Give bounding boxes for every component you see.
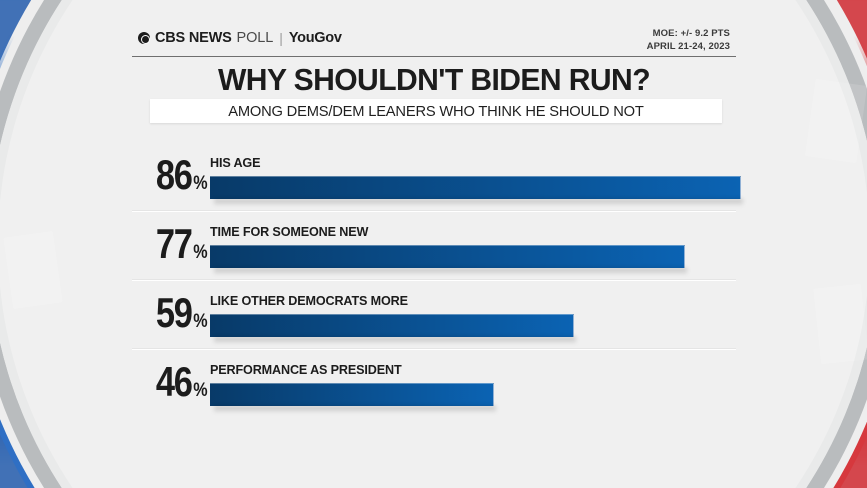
row-label: HIS AGE: [210, 155, 261, 170]
row-percent-symbol: %: [192, 311, 207, 332]
row-label: TIME FOR SOMEONE NEW: [210, 224, 369, 239]
row-percent-symbol: %: [192, 242, 207, 263]
bar-track: [210, 314, 575, 337]
row-percent: 46%: [130, 361, 208, 403]
page-title: WHY SHOULDN'T BIDEN RUN?: [218, 62, 651, 97]
row-label: LIKE OTHER DEMOCRATS MORE: [210, 293, 408, 308]
chart-row: 46% PERFORMANCE AS PRESIDENT: [130, 349, 738, 418]
subtitle-text: AMONG DEMS/DEM LEANERS WHO THINK HE SHOU…: [228, 102, 644, 120]
row-divider: [132, 280, 736, 281]
chart-row: 77% TIME FOR SOMEONE NEW: [130, 211, 738, 280]
chart-row: 86% HIS AGE: [130, 142, 741, 211]
bar-track: [210, 245, 686, 268]
logo-yougov-text: YouGov: [288, 30, 342, 46]
cbs-eye-icon: [138, 32, 150, 44]
row-percent: 59%: [130, 292, 208, 334]
row-percent-symbol: %: [192, 173, 207, 194]
logo-poll-text: POLL: [236, 30, 274, 46]
chart-row: 59% LIKE OTHER DEMOCRATS MORE: [130, 280, 738, 349]
row-percent: 86%: [130, 154, 208, 196]
content-area: CBS NEWS POLL | YouGov MOE: +/- 9.2 PTS …: [130, 0, 741, 488]
subtitle-banner: AMONG DEMS/DEM LEANERS WHO THINK HE SHOU…: [150, 99, 722, 123]
row-percent-value: 86: [155, 151, 193, 198]
header-divider: [132, 56, 736, 57]
moe-value: MOE: +/- 9.2 PTS: [652, 28, 730, 39]
bar: [210, 314, 575, 337]
row-divider: [132, 349, 736, 350]
bar: [210, 245, 686, 268]
row-percent-value: 46: [155, 358, 193, 405]
bar: [210, 176, 741, 199]
row-percent-value: 77: [155, 220, 193, 267]
row-divider: [132, 211, 736, 212]
bar: [210, 383, 495, 406]
row-percent-symbol: %: [192, 380, 207, 401]
bar-track: [210, 383, 495, 406]
poll-date: APRIL 21-24, 2023: [646, 40, 730, 52]
row-percent-value: 59: [155, 289, 193, 336]
row-percent: 77%: [130, 223, 208, 265]
bar-track: [210, 176, 741, 199]
margin-of-error-block: MOE: +/- 9.2 PTS APRIL 21-24, 2023: [647, 28, 730, 53]
header: CBS NEWS POLL | YouGov MOE: +/- 9.2 PTS …: [130, 28, 738, 56]
row-label: PERFORMANCE AS PRESIDENT: [210, 362, 402, 377]
logo-divider: |: [279, 30, 283, 46]
cbs-news-poll-logo: CBS NEWS POLL | YouGov: [138, 30, 342, 46]
bar-chart-rows: 86% HIS AGE 77% TIME FOR SOMEONE NEW 59% LIKE…: [130, 142, 741, 418]
logo-cbs-news-text: CBS NEWS: [155, 30, 232, 46]
